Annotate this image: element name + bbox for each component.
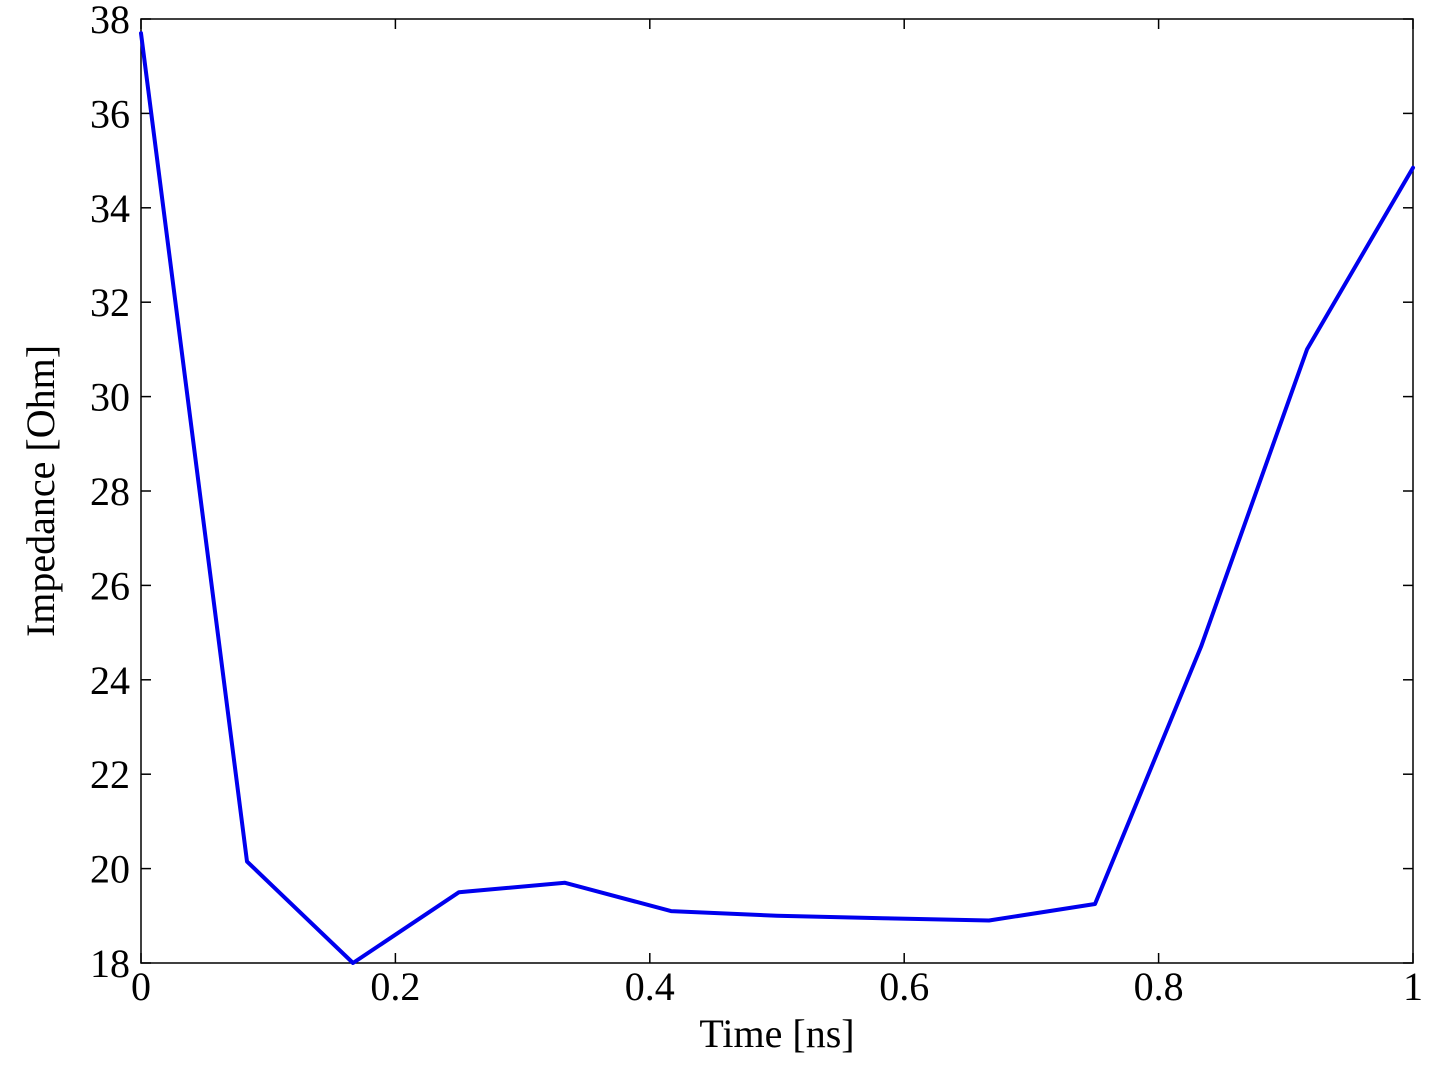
y-tick-label: 22 bbox=[90, 752, 130, 797]
y-tick-label: 20 bbox=[90, 847, 130, 892]
y-tick-label: 28 bbox=[90, 469, 130, 514]
x-tick-label: 0.4 bbox=[625, 964, 675, 1009]
y-tick-label: 38 bbox=[90, 0, 130, 42]
y-tick-label: 30 bbox=[90, 375, 130, 420]
plot-area-frame bbox=[140, 18, 1414, 964]
y-axis-label: Impedance [Ohm] bbox=[18, 345, 63, 637]
x-axis-label: Time [ns] bbox=[699, 1011, 854, 1056]
x-tick-label: 1 bbox=[1403, 964, 1423, 1009]
y-tick-label: 36 bbox=[90, 91, 130, 136]
y-tick-label: 24 bbox=[90, 658, 130, 703]
y-tick-label: 34 bbox=[90, 186, 130, 231]
ticks-layer bbox=[140, 18, 1414, 964]
series-layer bbox=[139, 31, 1415, 965]
x-tick-label: 0.2 bbox=[370, 964, 420, 1009]
y-tick-label: 32 bbox=[90, 280, 130, 325]
y-tick-label: 26 bbox=[90, 563, 130, 608]
tick-labels-layer: 0 0.2 0.4 0.6 0.8 1 18 20 22 24 26 28 30 32 34 36 38 bbox=[90, 0, 1423, 1009]
x-tick-label: 0.8 bbox=[1134, 964, 1184, 1009]
series-line-0 bbox=[139, 31, 1415, 965]
x-tick-label: 0.6 bbox=[879, 964, 929, 1009]
x-tick-label: 0 bbox=[131, 964, 151, 1009]
y-tick-label: 18 bbox=[90, 941, 130, 986]
